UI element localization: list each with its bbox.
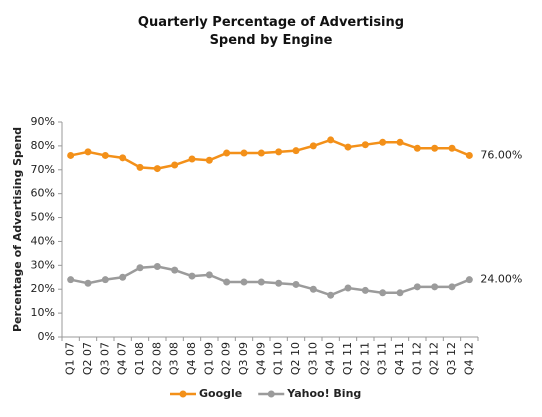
data-point	[431, 283, 439, 291]
x-tick-label: Q1 07	[64, 342, 77, 375]
x-tick-label: Q2 10	[289, 342, 302, 375]
data-point	[413, 283, 421, 291]
x-tick-label: Q2 09	[220, 342, 233, 375]
data-point	[153, 165, 161, 173]
data-point	[309, 142, 317, 150]
legend-marker	[267, 390, 275, 398]
data-point	[344, 284, 352, 292]
x-tick-label: Q3 12	[445, 342, 458, 375]
legend-label: Google	[199, 387, 242, 400]
x-tick-label: Q4 11	[393, 342, 406, 375]
data-point	[327, 136, 335, 144]
x-tick-label: Q4 08	[185, 342, 198, 375]
data-point	[361, 141, 369, 149]
x-tick-label: Q1 10	[272, 342, 285, 375]
data-point	[275, 148, 283, 156]
x-tick-label: Q2 08	[150, 342, 163, 375]
data-point	[465, 276, 473, 284]
data-point	[171, 266, 179, 274]
data-point	[327, 291, 335, 299]
x-tick-label: Q1 12	[410, 342, 423, 375]
x-tick-label: Q3 09	[237, 342, 250, 375]
y-tick-label: 50%	[31, 211, 55, 224]
data-label: 24.00%	[480, 273, 522, 286]
data-point	[101, 276, 109, 284]
y-tick-label: 0%	[38, 330, 55, 343]
data-point	[465, 151, 473, 159]
data-point	[84, 279, 92, 287]
data-point	[171, 161, 179, 169]
data-point	[396, 289, 404, 297]
x-tick-label: Q1 09	[202, 342, 215, 375]
data-point	[379, 289, 387, 297]
x-tick-label: Q3 10	[306, 342, 319, 375]
data-label: 76.00%	[480, 148, 522, 161]
data-point	[292, 280, 300, 288]
x-tick-label: Q1 08	[133, 342, 146, 375]
y-axis-title: Percentage of Advertising Spend	[11, 127, 24, 332]
data-point	[396, 138, 404, 146]
chart-title: Quarterly Percentage of Advertising Spen…	[137, 15, 405, 48]
data-point	[188, 155, 196, 163]
data-point	[292, 147, 300, 155]
data-point	[119, 273, 127, 281]
data-point	[379, 138, 387, 146]
data-point	[84, 148, 92, 156]
data-point	[205, 271, 213, 279]
data-point	[67, 151, 75, 159]
x-tick-label: Q3 11	[376, 342, 389, 375]
data-point	[205, 156, 213, 164]
x-tick-label: Q2 07	[81, 342, 94, 375]
data-point	[431, 144, 439, 152]
data-point	[136, 163, 144, 171]
data-point	[240, 149, 248, 157]
data-point	[344, 143, 352, 151]
y-tick-label: 40%	[31, 234, 55, 247]
data-point	[257, 149, 265, 157]
x-tick-label: Q4 07	[116, 342, 129, 375]
x-tick-label: Q2 11	[358, 342, 371, 375]
legend-marker	[179, 390, 187, 398]
data-point	[119, 154, 127, 162]
x-tick-label: Q1 11	[341, 342, 354, 375]
y-tick-label: 10%	[31, 306, 55, 319]
x-tick-label: Q4 09	[254, 342, 267, 375]
data-point	[223, 278, 231, 286]
y-tick-label: 60%	[31, 187, 55, 200]
series-line	[70, 265, 470, 297]
y-tick-label: 20%	[31, 282, 55, 295]
x-tick-label: Q3 07	[98, 342, 111, 375]
legend-label: Yahoo! Bing	[286, 387, 361, 400]
data-point	[223, 149, 231, 157]
x-tick-label: Q4 10	[324, 342, 337, 375]
data-point	[448, 144, 456, 152]
data-point	[448, 283, 456, 291]
x-tick-label: Q4 12	[462, 342, 475, 375]
data-point	[413, 144, 421, 152]
data-point	[101, 151, 109, 159]
y-tick-label: 30%	[31, 258, 55, 271]
data-point	[153, 263, 161, 271]
data-point	[257, 278, 265, 286]
x-tick-label: Q2 12	[428, 342, 441, 375]
y-tick-label: 70%	[31, 163, 55, 176]
data-point	[240, 278, 248, 286]
data-point	[188, 272, 196, 280]
data-point	[361, 286, 369, 294]
y-tick-label: 80%	[31, 139, 55, 152]
data-point	[309, 285, 317, 293]
data-point	[275, 279, 283, 287]
series-line	[70, 138, 470, 170]
data-point	[136, 264, 144, 272]
data-point	[67, 276, 75, 284]
y-tick-label: 90%	[31, 115, 55, 128]
x-tick-label: Q3 08	[168, 342, 181, 375]
